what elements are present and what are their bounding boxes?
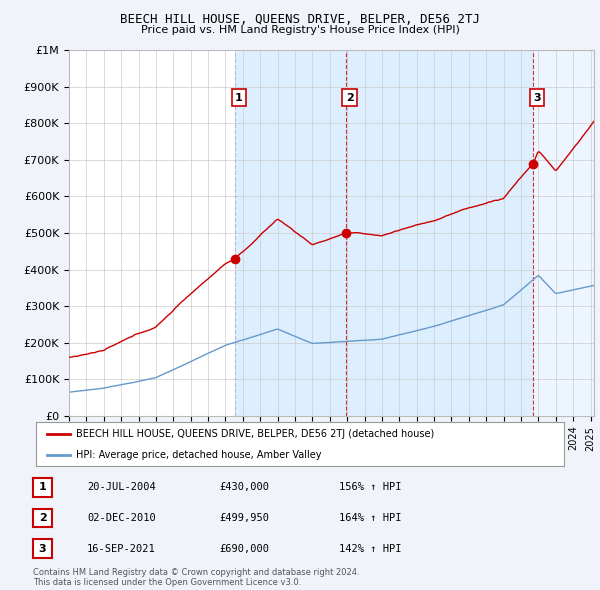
Text: BEECH HILL HOUSE, QUEENS DRIVE, BELPER, DE56 2TJ: BEECH HILL HOUSE, QUEENS DRIVE, BELPER, …	[120, 13, 480, 26]
Text: 16-SEP-2021: 16-SEP-2021	[87, 544, 156, 553]
Bar	[235, 50, 346, 416]
Text: 1: 1	[235, 93, 243, 103]
Text: 156% ↑ HPI: 156% ↑ HPI	[339, 483, 401, 492]
Text: 1: 1	[39, 483, 46, 492]
Text: 3: 3	[533, 93, 541, 103]
Text: 2: 2	[346, 93, 353, 103]
Text: 02-DEC-2010: 02-DEC-2010	[87, 513, 156, 523]
Text: £430,000: £430,000	[219, 483, 269, 492]
Text: HPI: Average price, detached house, Amber Valley: HPI: Average price, detached house, Ambe…	[76, 450, 321, 460]
Text: 142% ↑ HPI: 142% ↑ HPI	[339, 544, 401, 553]
Bar	[346, 50, 533, 416]
Text: £690,000: £690,000	[219, 544, 269, 553]
Text: £499,950: £499,950	[219, 513, 269, 523]
Text: Price paid vs. HM Land Registry's House Price Index (HPI): Price paid vs. HM Land Registry's House …	[140, 25, 460, 35]
Text: Contains HM Land Registry data © Crown copyright and database right 2024.
This d: Contains HM Land Registry data © Crown c…	[33, 568, 359, 587]
Text: 2: 2	[39, 513, 46, 523]
Text: 164% ↑ HPI: 164% ↑ HPI	[339, 513, 401, 523]
Bar	[533, 50, 594, 416]
Text: 20-JUL-2004: 20-JUL-2004	[87, 483, 156, 492]
Text: 3: 3	[39, 544, 46, 553]
Text: BEECH HILL HOUSE, QUEENS DRIVE, BELPER, DE56 2TJ (detached house): BEECH HILL HOUSE, QUEENS DRIVE, BELPER, …	[76, 429, 434, 439]
